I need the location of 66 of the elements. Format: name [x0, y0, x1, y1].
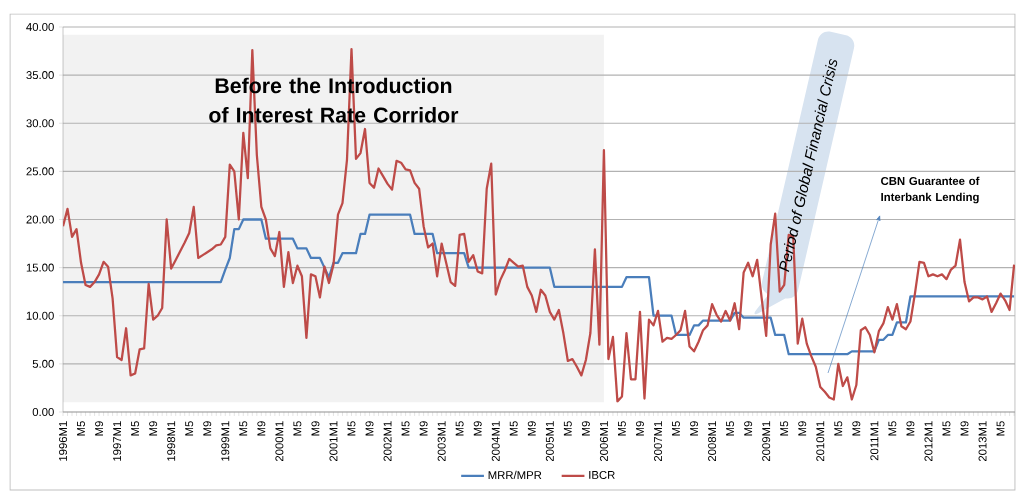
- y-tick-label: 20.00: [26, 215, 54, 224]
- x-tick-label: M9: [635, 421, 644, 436]
- x-tick-label: M5: [726, 421, 735, 436]
- x-tick-label: 2010M1: [816, 421, 825, 462]
- x-tick-label: 2006M1: [599, 421, 608, 462]
- x-tick-label: M9: [527, 421, 536, 436]
- x-tick-label: M9: [852, 421, 861, 436]
- y-tick-label: 40.00: [26, 22, 54, 31]
- x-tick-label: M9: [365, 421, 374, 436]
- x-tick-label: M9: [419, 421, 428, 436]
- x-tick-label: M9: [257, 421, 266, 436]
- x-tick-label: M9: [203, 421, 212, 436]
- x-tick-label: M5: [347, 421, 356, 436]
- x-tick-label: 2011M1: [870, 421, 879, 461]
- x-tick-label: 1996M1: [59, 421, 68, 461]
- x-tick-label: 1998M1: [167, 421, 176, 461]
- x-tick-label: 2007M1: [654, 421, 663, 462]
- x-tick-label: M5: [888, 421, 897, 436]
- x-tick-label: 2004M1: [491, 421, 500, 462]
- x-tick-label: M5: [509, 421, 518, 436]
- x-tick-label: 2012M1: [924, 421, 933, 462]
- x-tick-label: M5: [563, 421, 572, 436]
- y-tick-label: 0.00: [32, 407, 54, 416]
- x-tick-label: 1997M1: [113, 421, 122, 461]
- x-tick-label: M5: [401, 421, 410, 436]
- x-tick-label: M5: [455, 421, 464, 436]
- x-tick-label: M9: [960, 421, 969, 436]
- y-tick-label: 5.00: [32, 359, 54, 368]
- x-tick-label: 2003M1: [437, 421, 446, 462]
- y-tick-label: 10.00: [26, 311, 54, 320]
- x-tick-label: 1999M1: [221, 421, 230, 461]
- x-tick-label: 2002M1: [383, 421, 392, 462]
- y-tick-label: 30.00: [26, 119, 54, 128]
- y-tick-label: 15.00: [26, 263, 54, 272]
- annotation: CBN Guarantee of Interbank Lending: [881, 176, 980, 204]
- x-tick-label: 2001M1: [329, 421, 338, 462]
- x-tick-label: M5: [239, 421, 248, 436]
- x-tick-label: 2013M1: [978, 421, 987, 462]
- x-tick-label: M5: [996, 421, 1005, 436]
- x-tick-label: M9: [311, 421, 320, 436]
- x-tick-label: M5: [617, 421, 626, 436]
- x-tick-label: M5: [942, 421, 951, 436]
- annotation: Period of Global Financial Crisis: [779, 58, 838, 273]
- x-tick-label: M5: [131, 421, 140, 436]
- x-tick-label: M9: [149, 421, 158, 436]
- x-tick-label: M5: [672, 421, 680, 436]
- x-tick-label: 2008M1: [708, 421, 717, 462]
- x-tick-label: M9: [798, 421, 807, 436]
- x-tick-label: 2005M1: [545, 421, 554, 462]
- x-tick-label: M5: [780, 421, 789, 436]
- x-tick-label: 2000M1: [275, 421, 284, 462]
- x-tick-label: M9: [473, 421, 482, 436]
- x-tick-label: M5: [293, 421, 302, 436]
- x-tick-label: M5: [185, 421, 194, 436]
- x-tick-label: M9: [95, 421, 104, 436]
- x-tick-label: M5: [834, 421, 843, 436]
- x-tick-label: M9: [744, 421, 753, 436]
- x-tick-label: M9: [690, 421, 699, 436]
- x-tick-label: 2009M1: [762, 421, 771, 462]
- y-tick-label: 35.00: [26, 71, 54, 80]
- legend-label: IBCR: [589, 470, 615, 479]
- legend-label: MRR/MPR: [488, 470, 542, 480]
- x-tick-label: M9: [906, 421, 915, 436]
- x-tick-label: M9: [581, 421, 590, 436]
- x-tick-label: M5: [77, 421, 85, 436]
- y-tick-label: 25.00: [26, 167, 54, 176]
